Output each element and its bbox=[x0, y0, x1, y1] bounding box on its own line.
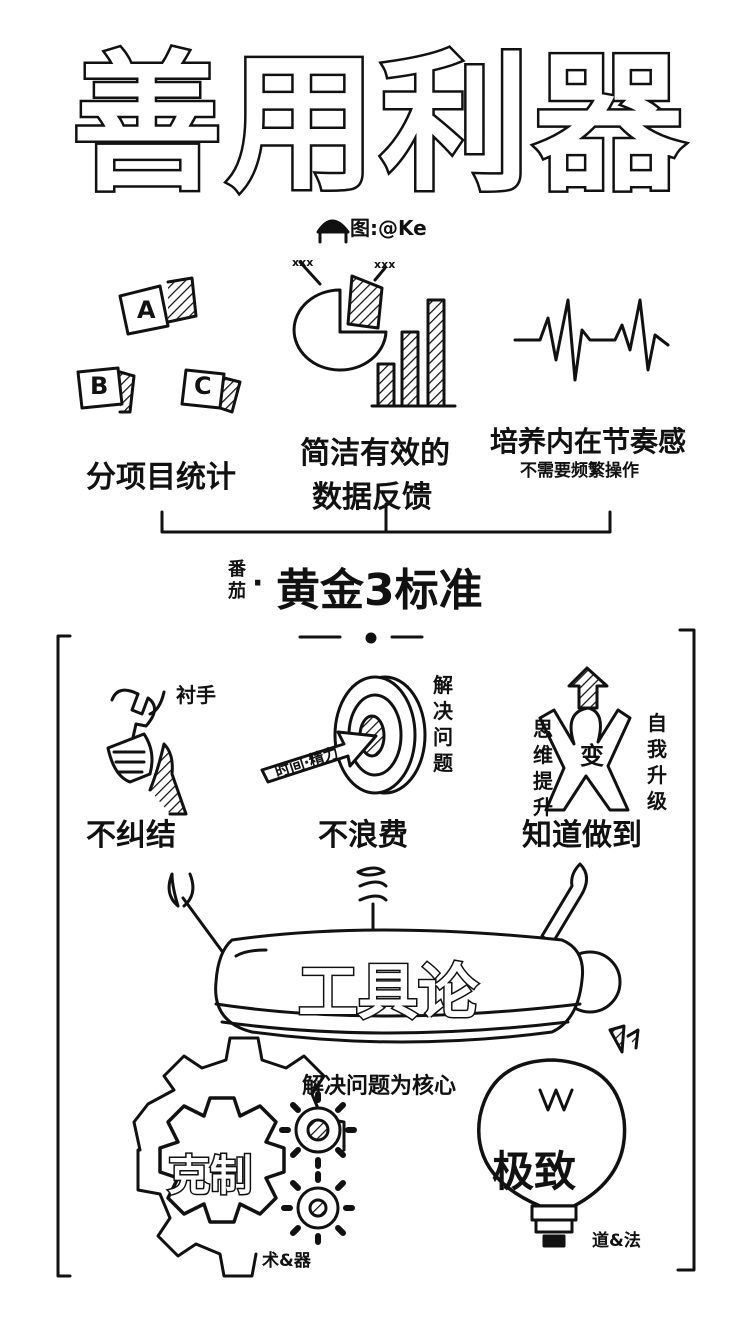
bar-chart-icon bbox=[370, 298, 457, 408]
abc-papers-icon bbox=[76, 276, 242, 414]
label-inner-rhythm: 培养内在节奏感 bbox=[490, 425, 687, 458]
section-prefix-line2: 茄 bbox=[228, 581, 246, 602]
credit-logo-icon bbox=[316, 219, 350, 244]
page-title: 善用利器 bbox=[69, 38, 688, 213]
wrench-note: 衬手 bbox=[176, 683, 216, 707]
gear-large-icon bbox=[132, 1036, 346, 1278]
arrow-icon bbox=[260, 730, 378, 784]
bulb-title: 极致 bbox=[492, 1147, 577, 1196]
person-center-text: 变 bbox=[580, 742, 604, 770]
knife-caption: 解决问题为核心 bbox=[302, 1074, 457, 1099]
rhythm-wave-icon bbox=[513, 298, 670, 382]
label-no-hesitation: 不纠结 bbox=[86, 818, 176, 853]
person-right-note: 自我升级 bbox=[647, 711, 667, 813]
section-prefix-line1: 番 bbox=[228, 559, 246, 580]
credit-text: 图:@Ke bbox=[350, 216, 427, 240]
top-bracket bbox=[160, 502, 612, 534]
chart-annotation-left: xxx bbox=[292, 256, 314, 269]
paper-letter-b: B bbox=[90, 372, 109, 400]
label-itemized-stats: 分项目统计 bbox=[86, 460, 236, 495]
knife-title: 工具论 bbox=[297, 957, 480, 1030]
label-concise-feedback-line2: 数据反馈 bbox=[312, 480, 432, 515]
section-title: 黄金3标准 bbox=[276, 565, 483, 616]
person-left-note: 思维提升 bbox=[533, 717, 553, 819]
target-note: 解决问题 bbox=[433, 673, 453, 775]
chart-annotation-right: xxx bbox=[374, 258, 396, 271]
label-concise-feedback-line1: 简洁有效的 bbox=[300, 436, 450, 471]
gear-note: 术&器 bbox=[262, 1251, 311, 1271]
label-inner-rhythm-sub: 不需要频繁操作 bbox=[520, 461, 639, 481]
label-no-waste: 不浪费 bbox=[318, 818, 408, 853]
pie-chart-icon bbox=[292, 260, 388, 372]
light-bulb-icon bbox=[477, 1024, 640, 1248]
paper-letter-c: C bbox=[194, 372, 212, 400]
bulb-note: 道&法 bbox=[592, 1231, 641, 1251]
person-change-icon bbox=[538, 666, 632, 812]
paper-letter-a: A bbox=[137, 296, 156, 324]
gear-title: 克制 bbox=[166, 1150, 253, 1202]
gear-small-icon bbox=[279, 1091, 357, 1245]
wrench-hand-icon bbox=[106, 688, 188, 816]
swiss-knife-icon bbox=[167, 862, 622, 1044]
section-dot: · bbox=[252, 566, 264, 601]
section-frame bbox=[56, 628, 696, 1278]
label-know-and-do: 知道做到 bbox=[522, 818, 642, 853]
